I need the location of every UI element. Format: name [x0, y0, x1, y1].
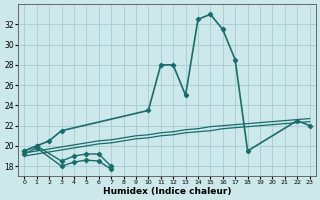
- X-axis label: Humidex (Indice chaleur): Humidex (Indice chaleur): [103, 187, 231, 196]
